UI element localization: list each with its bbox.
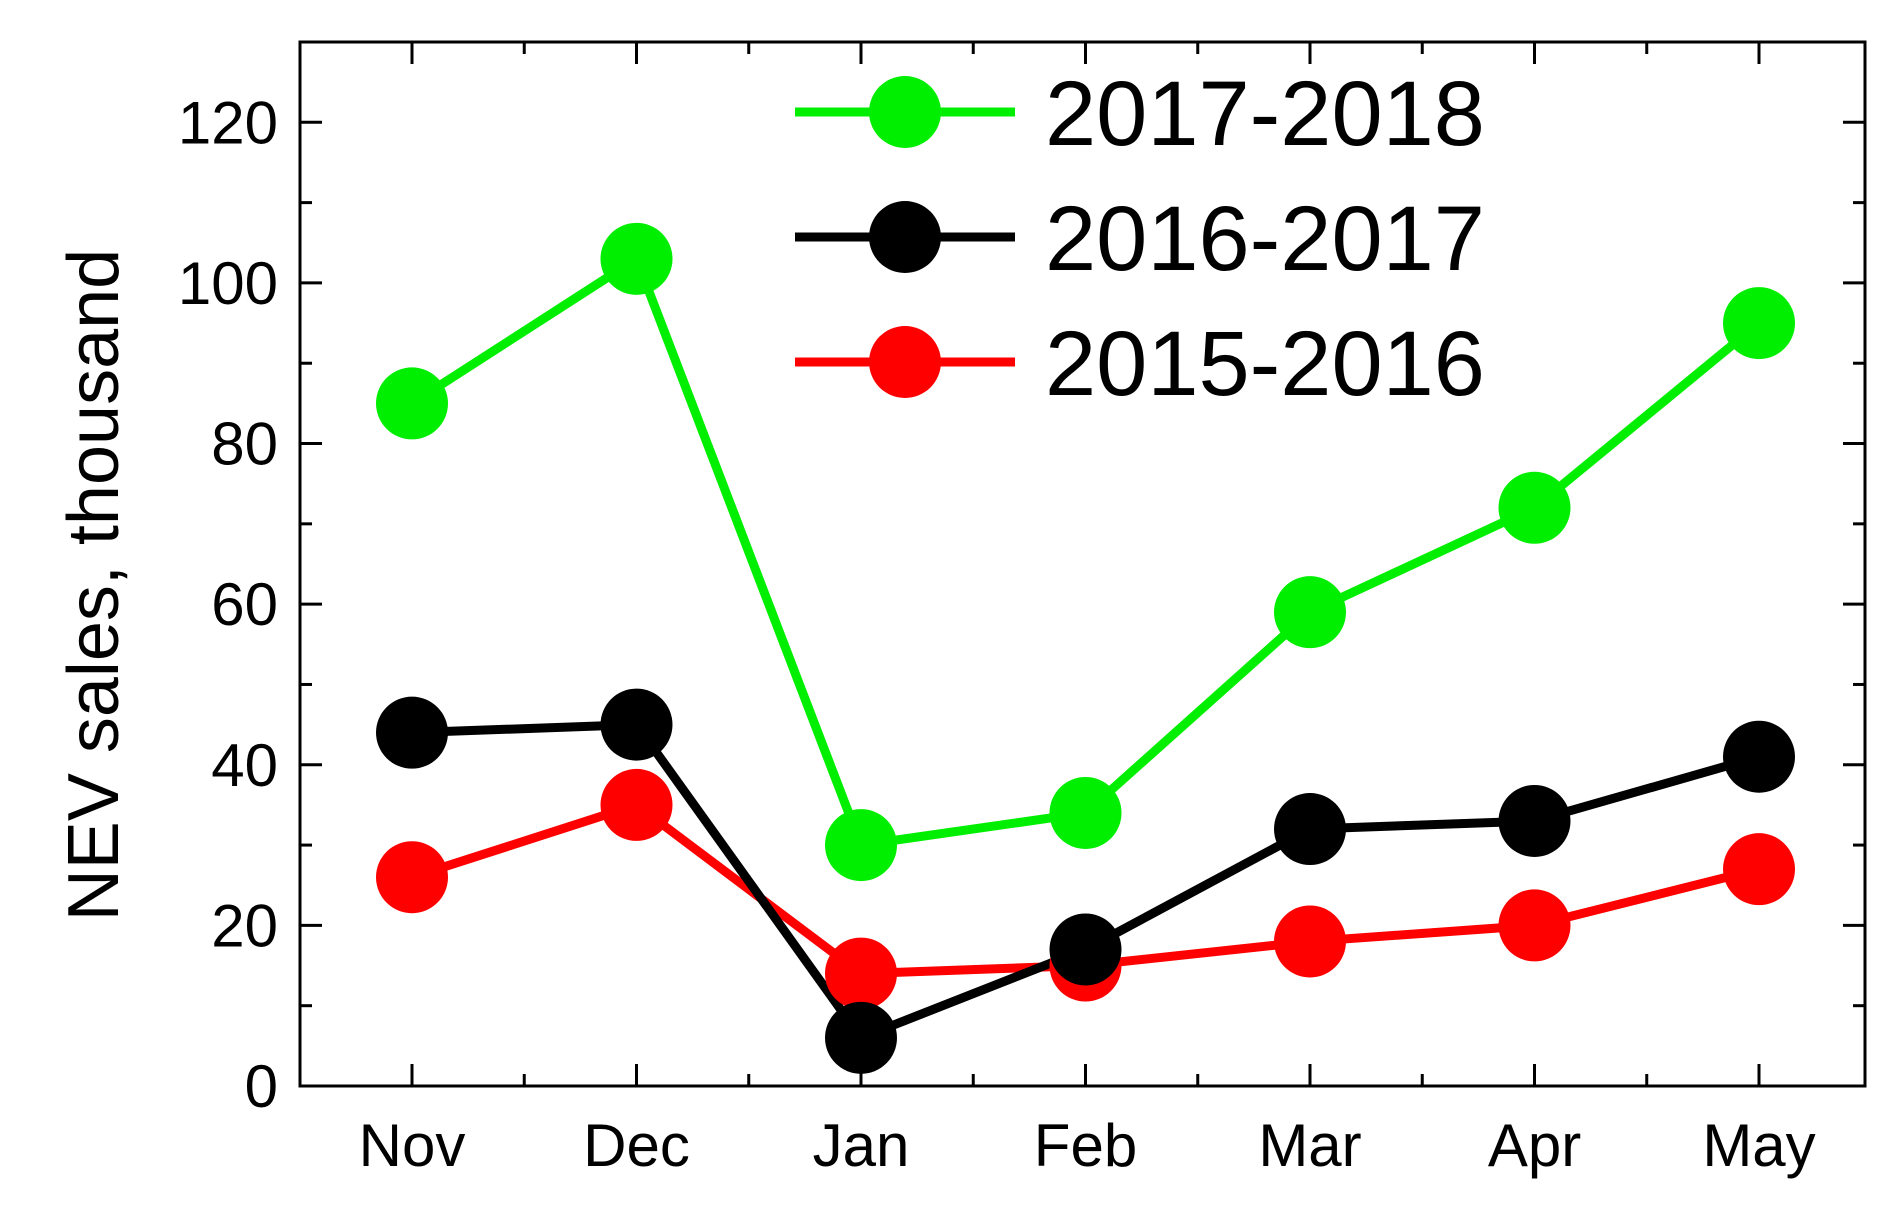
y-tick-label: 60	[211, 571, 278, 638]
y-tick-label: 40	[211, 732, 278, 799]
data-point	[1498, 471, 1571, 544]
data-point	[1498, 889, 1571, 962]
data-point	[1049, 776, 1122, 849]
data-point	[1723, 833, 1795, 906]
data-point	[1723, 720, 1795, 793]
x-tick-label: Nov	[359, 1112, 466, 1179]
legend: 2017-2018 2016-2017 2015-2016	[795, 63, 1485, 415]
axes: 0 20 40 60 80 100 120 Nov Dec Jan Feb Mar Apr May	[178, 40, 1867, 1179]
data-point	[1274, 576, 1346, 649]
y-tick-label: 80	[211, 411, 278, 478]
legend-marker	[869, 76, 941, 148]
x-tick-label: Apr	[1488, 1112, 1581, 1179]
data-point	[600, 768, 673, 841]
y-tick-label: 0	[245, 1053, 278, 1120]
data-point	[600, 688, 673, 761]
data-point	[1723, 287, 1795, 360]
y-tick-label: 100	[178, 250, 278, 317]
y-tick-label: 20	[211, 892, 278, 959]
legend-marker	[869, 201, 941, 273]
data-point	[825, 1001, 897, 1074]
legend-label: 2015-2016	[1045, 313, 1485, 415]
data-point	[1274, 905, 1346, 978]
data-point	[376, 696, 448, 769]
series-markers	[376, 222, 1795, 1074]
data-point	[376, 367, 448, 440]
x-tick-label: Feb	[1034, 1112, 1137, 1179]
legend-label: 2017-2018	[1045, 63, 1485, 165]
data-point	[1049, 913, 1122, 986]
x-tick-label: May	[1702, 1112, 1815, 1179]
legend-marker	[869, 326, 941, 398]
legend-label: 2016-2017	[1045, 188, 1485, 290]
data-point	[825, 937, 897, 1010]
y-axis-label: NEV sales, thousand	[54, 249, 134, 921]
data-point	[1274, 793, 1346, 866]
data-point	[825, 809, 897, 882]
x-tick-label: Mar	[1258, 1112, 1361, 1179]
data-point	[1498, 784, 1571, 857]
plot-frame	[298, 40, 1867, 1088]
y-tick-label: 120	[178, 89, 278, 156]
x-tick-label: Dec	[583, 1112, 690, 1179]
data-point	[376, 841, 448, 914]
x-tick-label: Jan	[813, 1112, 910, 1179]
data-point	[600, 222, 673, 295]
